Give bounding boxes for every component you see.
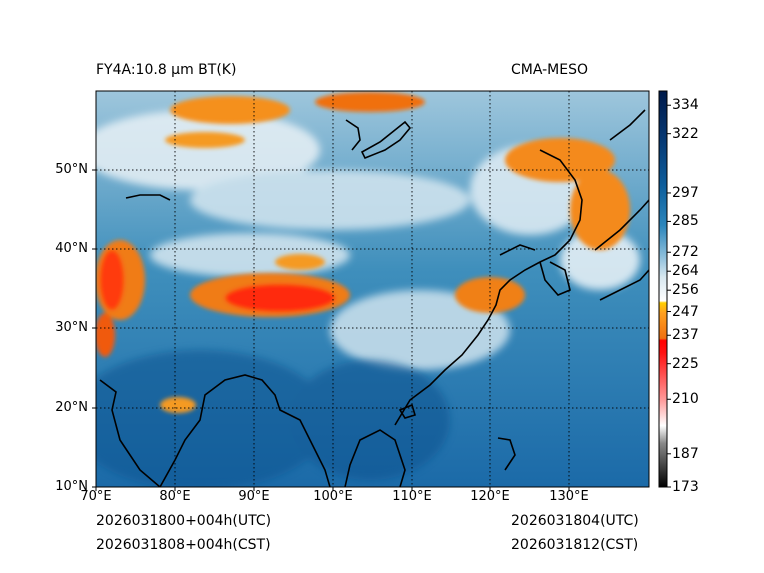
lon-label-90e: 90°E [238,489,270,504]
lat-label-20n: 20°N [55,400,88,415]
colorbar-tick-label: 322 [672,125,699,142]
lat-label-30n: 30°N [55,320,88,335]
colorbar-tick-label: 210 [672,391,699,408]
valid-time-utc: 2026031804(UTC) [511,513,639,529]
colorbar-tick-label: 225 [672,355,699,372]
model-name: CMA-MESO [511,62,589,78]
init-time-cst: 2026031808+004h(CST) [96,537,271,553]
colorbar-tick-label: 247 [672,303,699,320]
lon-label-130e: 130°E [549,489,589,504]
colorbar-tick-label: 256 [672,282,699,299]
map-title: FY4A:10.8 μm BT(K) [96,62,237,78]
colorbar-tick-label: 285 [672,213,699,230]
lat-label-50n: 50°N [55,162,88,177]
colorbar-tick-label: 173 [672,479,699,495]
map-frame [95,90,650,488]
colorbar-tick-label: 187 [672,445,699,462]
lon-label-110e: 110°E [392,489,432,504]
lon-label-80e: 80°E [159,489,191,504]
colorbar-tick-label: 264 [672,263,699,280]
lat-label-40n: 40°N [55,241,88,256]
colorbar [659,91,667,487]
colorbar-tick-label: 297 [672,184,699,201]
lon-label-100e: 100°E [313,489,353,504]
lon-label-70e: 70°E [80,489,112,504]
init-time-utc: 2026031800+004h(UTC) [96,513,272,529]
colorbar-tick-label: 334 [672,97,699,114]
lon-label-120e: 120°E [470,489,510,504]
lat-label-10n: 10°N [55,479,88,494]
valid-time-cst: 2026031812(CST) [511,537,639,553]
colorbar-tick-label: 272 [672,244,699,261]
colorbar-tick-label: 237 [672,327,699,344]
